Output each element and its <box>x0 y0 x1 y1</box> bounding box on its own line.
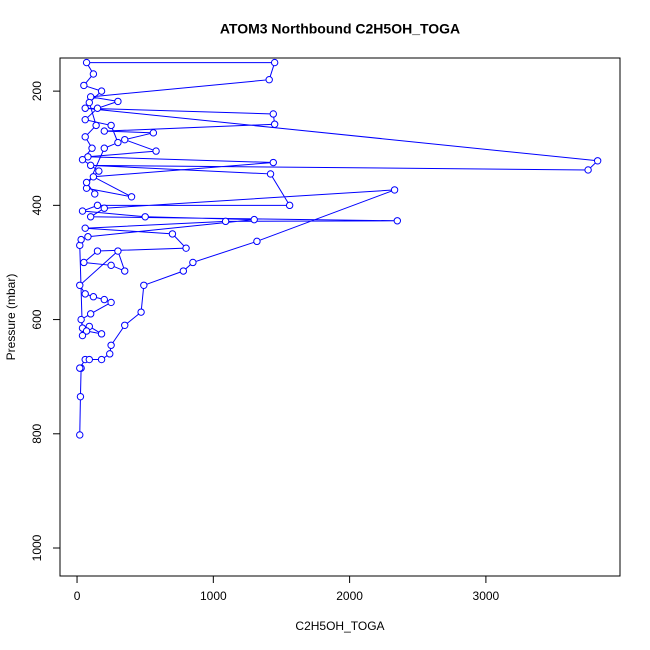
data-point <box>114 138 122 147</box>
data-point <box>107 121 115 130</box>
data-point <box>189 258 197 267</box>
data-point <box>107 298 115 307</box>
data-point <box>88 144 96 152</box>
data-point <box>93 104 102 112</box>
data-point <box>86 161 95 170</box>
data-point <box>78 331 87 340</box>
chart-title: ATOM3 Northbound C2H5OH_TOGA <box>220 21 460 37</box>
data-point <box>76 281 84 290</box>
data-point <box>285 201 294 210</box>
y-tick-label: 400 <box>30 195 44 215</box>
data-point <box>76 364 84 372</box>
data-point <box>97 355 106 364</box>
data-point <box>168 230 177 238</box>
data-point <box>121 135 129 144</box>
data-point <box>85 98 94 107</box>
data-point <box>390 186 399 194</box>
data-point <box>81 115 89 124</box>
data-point <box>270 58 279 67</box>
data-point <box>100 127 108 135</box>
data-point <box>84 233 92 241</box>
data-point <box>89 293 98 301</box>
data-point <box>81 290 89 298</box>
data-point <box>77 235 85 244</box>
data-point <box>269 110 277 118</box>
data-point <box>140 281 148 290</box>
data-point <box>152 147 160 155</box>
y-tick-label: 1000 <box>30 534 44 561</box>
data-point <box>80 81 88 90</box>
data-point <box>114 97 122 106</box>
x-tick-label: 2000 <box>336 589 363 603</box>
data-point <box>86 310 95 318</box>
data-point <box>100 204 108 212</box>
data-point <box>91 190 99 198</box>
y-tick-label: 600 <box>30 309 44 329</box>
data-point <box>253 237 261 246</box>
data-point <box>593 157 602 165</box>
data-point <box>100 144 108 152</box>
data-point <box>127 193 136 201</box>
x-tick-label: 1000 <box>200 589 227 603</box>
data-point <box>97 87 106 95</box>
data-point <box>149 129 158 137</box>
data-point <box>93 201 102 210</box>
data-point <box>81 133 89 141</box>
data-point <box>141 213 149 221</box>
data-point <box>97 330 106 338</box>
y-tick-label: 800 <box>30 423 44 443</box>
data-point <box>107 261 115 270</box>
data-point <box>82 178 91 187</box>
data-point <box>221 217 230 226</box>
data-point <box>100 295 108 304</box>
data-point <box>250 215 258 224</box>
data-point <box>182 244 190 252</box>
data-point <box>270 120 279 128</box>
data-point <box>179 267 188 275</box>
data-point <box>76 392 85 401</box>
data-point <box>95 167 103 175</box>
data-point <box>92 121 100 130</box>
data-point <box>86 213 95 221</box>
data-point <box>266 170 275 178</box>
data-point <box>82 58 91 67</box>
y-axis-label: Pressure (mbar) <box>4 274 18 361</box>
data-point <box>93 247 102 255</box>
data-point <box>121 321 129 329</box>
x-tick-label: 0 <box>74 589 81 603</box>
data-point <box>89 70 98 78</box>
x-axis-label: C2H5OH_TOGA <box>295 619 384 633</box>
data-point <box>107 341 115 349</box>
data-line <box>78 62 599 435</box>
x-tick-label: 3000 <box>473 589 500 603</box>
data-point <box>137 308 145 316</box>
y-tick-label: 200 <box>30 81 44 101</box>
data-point <box>77 315 85 324</box>
plot-frame <box>59 57 621 577</box>
data-point <box>114 247 122 255</box>
data-point <box>80 258 88 267</box>
data-point <box>269 158 277 167</box>
data-point <box>584 166 592 174</box>
data-point <box>78 207 87 215</box>
data-point <box>78 155 87 164</box>
data-point <box>121 267 129 275</box>
data-point <box>81 104 89 112</box>
data-point <box>82 327 91 335</box>
data-point <box>81 224 89 232</box>
plot-area <box>76 58 602 439</box>
data-point <box>265 76 273 84</box>
data-point <box>106 350 114 358</box>
data-point <box>393 217 402 225</box>
data-point <box>85 355 94 364</box>
data-point <box>89 173 98 181</box>
data-point <box>76 431 84 439</box>
